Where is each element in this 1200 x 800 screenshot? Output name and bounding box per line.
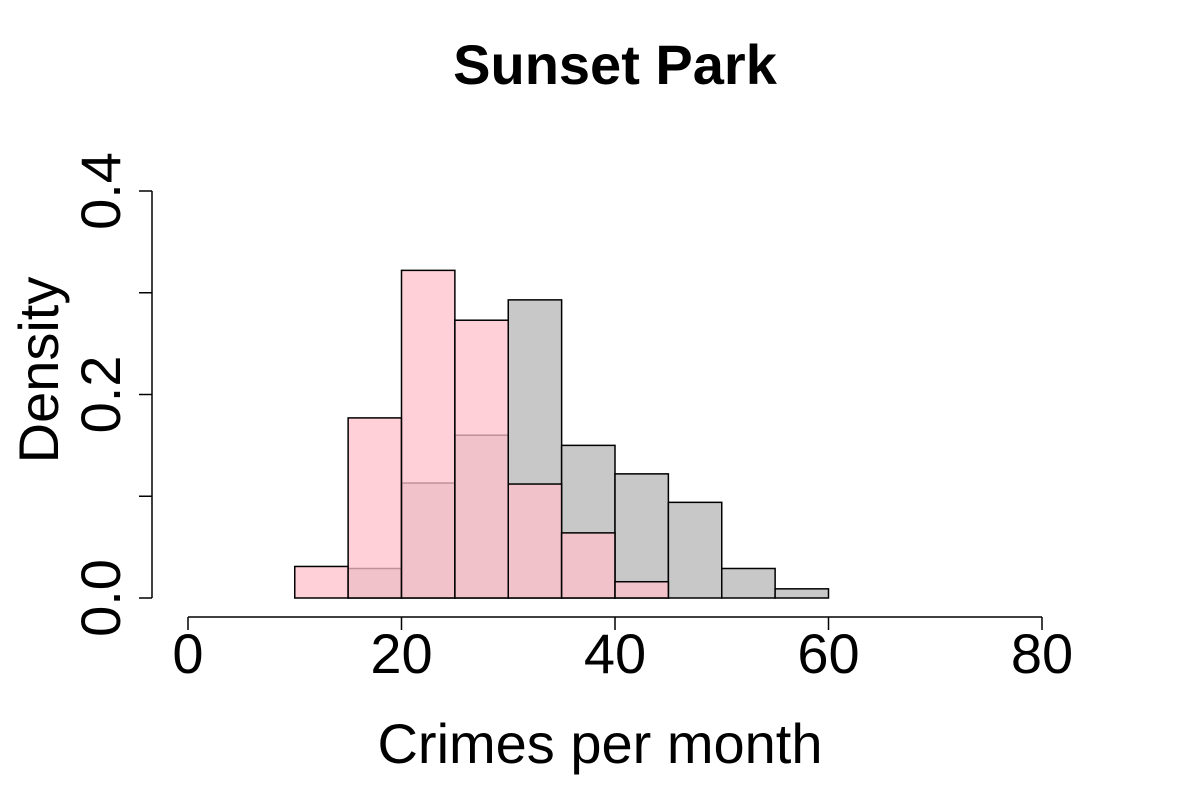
y-tick-label: 0.4	[69, 152, 132, 230]
histogram-bar	[774, 588, 830, 599]
histogram-bar	[721, 567, 776, 599]
chart-title: Sunset Park	[453, 33, 778, 96]
y-axis-label: Density	[7, 277, 70, 464]
y-tick-label: 0.0	[69, 559, 132, 637]
histogram-bar	[560, 532, 616, 599]
x-tick-label: 40	[584, 622, 646, 685]
histogram-bar	[614, 473, 670, 599]
x-tick-label: 0	[172, 622, 203, 685]
y-tick-label: 0.2	[69, 356, 132, 434]
histogram-bar	[454, 319, 509, 599]
x-tick-label: 80	[1011, 622, 1073, 685]
x-axis-label: Crimes per month	[377, 712, 822, 775]
histogram-bar	[667, 501, 723, 599]
histogram-bar	[400, 269, 456, 599]
histogram-bar	[294, 565, 349, 599]
histogram-bar	[347, 417, 403, 599]
x-tick-label: 20	[370, 622, 432, 685]
histogram-bar	[507, 483, 563, 599]
histogram-bar	[614, 580, 670, 599]
x-tick-label: 60	[797, 622, 859, 685]
